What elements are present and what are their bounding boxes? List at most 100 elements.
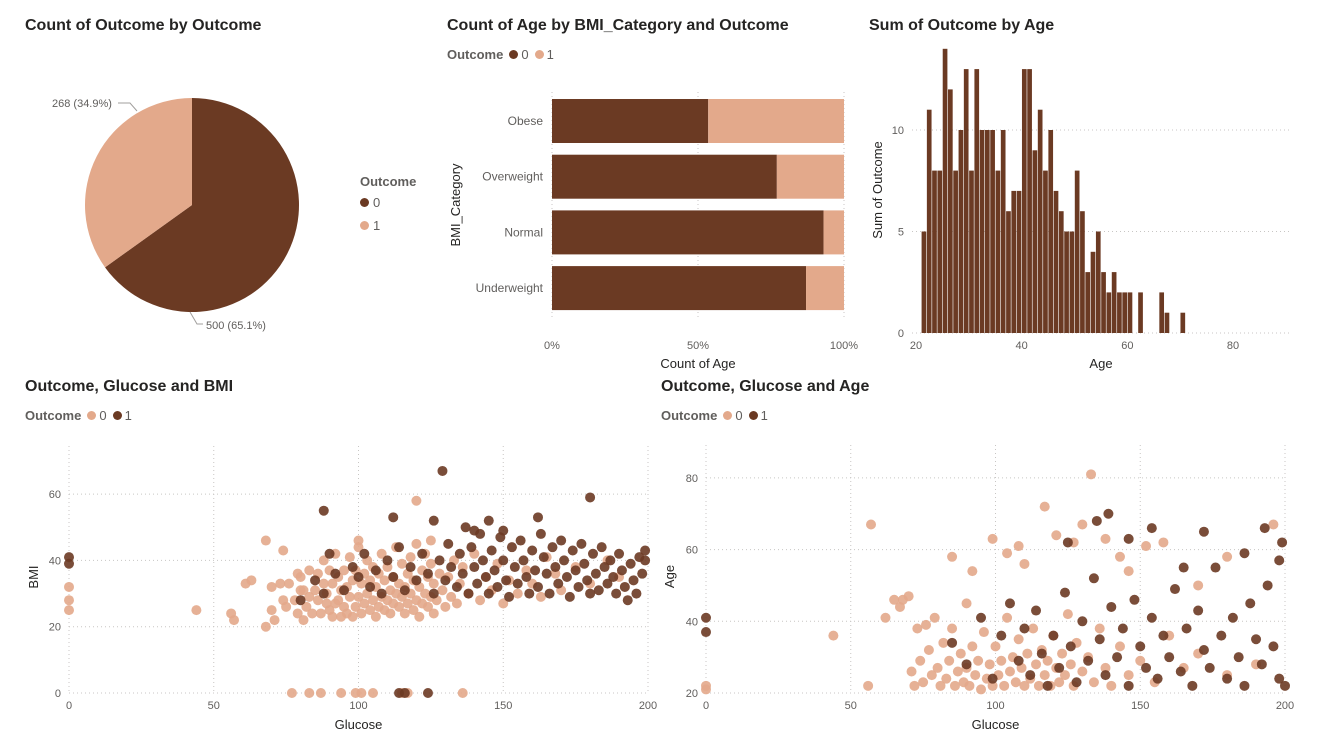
scatter-bmi-point-outcome-0 [356, 688, 367, 698]
scatter-bmi-point-outcome-1 [585, 588, 596, 599]
stacked-legend[interactable]: Outcome 0 1 [447, 47, 560, 62]
scatter-bmi-legend-item-0[interactable]: 0 [87, 408, 107, 423]
scatter-age-point-outcome-1 [1123, 680, 1134, 691]
scatter-age-point-outcome-0 [1004, 666, 1015, 677]
scatter-bmi-x-tick: 200 [639, 700, 657, 712]
stacked-legend-label-0: 0 [521, 47, 529, 62]
scatter-age-legend-item-1[interactable]: 1 [748, 408, 768, 423]
scatter-bmi-point-outcome-1 [561, 572, 572, 582]
scatter-age-point-outcome-0 [912, 623, 923, 634]
scatter-bmi-point-outcome-0 [428, 608, 439, 619]
scatter-bmi-point-outcome-0 [266, 605, 277, 616]
scatter-bmi-point-outcome-0 [260, 621, 271, 632]
scatter-bmi-y-tick: 60 [49, 489, 61, 501]
hist-bar [1180, 312, 1186, 333]
scatter-age-point-outcome-1 [1216, 630, 1227, 641]
scatter-bmi-point-outcome-0 [310, 585, 321, 596]
scatter-age-point-outcome-0 [1123, 670, 1134, 681]
scatter-age-point-outcome-0 [964, 680, 975, 691]
pie-chart[interactable]: 500 (65.1%) 268 (34.9%) [0, 0, 420, 360]
scatter-age-point-outcome-1 [1227, 612, 1238, 623]
scatter-bmi-point-outcome-0 [298, 615, 309, 626]
scatter-bmi-point-outcome-0 [278, 545, 289, 556]
scatter-bmi-title: Outcome, Glucose and BMI [25, 378, 234, 395]
scatter-bmi-point-outcome-0 [434, 568, 445, 579]
hist-bar [953, 170, 958, 333]
hist-bar [1058, 211, 1064, 333]
hist-chart-title: Sum of Outcome by Age [869, 17, 1055, 34]
scatter-age-x-tick: 0 [703, 700, 709, 712]
scatter-bmi-point-outcome-1 [541, 568, 552, 579]
scatter-bmi-legend[interactable]: Outcome 0 1 [25, 408, 138, 423]
scatter-age-point-outcome-0 [1042, 655, 1053, 666]
scatter-bmi-point-outcome-1 [365, 581, 376, 592]
scatter-bmi-point-outcome-1 [602, 578, 613, 589]
scatter-age-point-outcome-0 [1057, 648, 1068, 659]
scatter-bmi-point-outcome-1 [547, 542, 558, 553]
hist-bar [1090, 251, 1096, 333]
scatter-age-point-outcome-0 [915, 655, 926, 666]
scatter-bmi-point-outcome-1 [480, 572, 491, 582]
scatter-age-point-outcome-0 [1135, 655, 1146, 666]
scatter-bmi-point-outcome-1 [339, 585, 350, 596]
scatter-bmi-point-outcome-1 [483, 588, 494, 599]
pie-legend-item-0[interactable]: 0 [360, 195, 416, 210]
stack-category-label: Obese [508, 114, 544, 128]
pie-legend-item-1[interactable]: 1 [360, 218, 416, 233]
hist-bar [1080, 211, 1085, 333]
scatter-age-point-outcome-0 [880, 612, 891, 623]
scatter-bmi-point-outcome-0 [191, 605, 202, 616]
scatter-bmi-point-outcome-1 [498, 525, 509, 536]
scatter-age-title: Outcome, Glucose and Age [661, 378, 870, 395]
scatter-age-point-outcome-1 [1175, 666, 1186, 677]
scatter-bmi-point-outcome-0 [318, 578, 329, 589]
scatter-bmi-point-outcome-1 [405, 562, 416, 573]
stack-bar-underweight-0 [552, 266, 807, 311]
scatter-bmi-point-outcome-0 [295, 572, 306, 582]
scatter-age-point-outcome-0 [701, 680, 711, 691]
scatter-bmi-point-outcome-1 [446, 562, 457, 573]
hist-bar [1000, 130, 1006, 333]
scatter-age-point-outcome-1 [1103, 508, 1114, 519]
scatter-bmi-legend-item-1[interactable]: 1 [112, 408, 132, 423]
scatter-bmi-point-outcome-1 [512, 578, 523, 589]
scatter-bmi-point-outcome-1 [585, 492, 596, 503]
scatter-bmi-point-outcome-0 [396, 558, 407, 569]
scatter-bmi-point-outcome-1 [640, 555, 651, 566]
pie-legend-title: Outcome [360, 174, 417, 189]
pie-legend[interactable]: Outcome 0 1 [360, 174, 416, 241]
scatter-age-point-outcome-1 [1059, 587, 1070, 598]
scatter-bmi-point-outcome-1 [489, 565, 500, 576]
hist-bar [1053, 190, 1059, 333]
scatter-bmi-point-outcome-1 [483, 515, 494, 526]
scatter-age-point-outcome-0 [1013, 634, 1024, 645]
hist-y-tick: 5 [898, 227, 904, 239]
scatter-age-legend[interactable]: Outcome 0 1 [661, 408, 774, 423]
scatter-bmi-x-tick: 100 [349, 700, 367, 712]
scatter-age-point-outcome-1 [1146, 612, 1157, 623]
scatter-bmi-point-outcome-1 [382, 555, 393, 566]
scatter-age-point-outcome-0 [1031, 659, 1042, 670]
stacked-bar-chart[interactable]: 0% 50% 100% Obese Overweight Normal Underweigh… [0, 0, 1322, 380]
stacked-legend-item-0[interactable]: 0 [509, 47, 529, 62]
scatter-bmi-point-outcome-1 [353, 572, 364, 582]
hist-x-tick: 20 [910, 340, 922, 352]
scatter-bmi-point-outcome-0 [457, 688, 468, 698]
scatter-bmi-point-outcome-1 [347, 562, 358, 573]
scatter-age-point-outcome-1 [1146, 523, 1157, 534]
scatter-age-legend-item-0[interactable]: 0 [723, 408, 743, 423]
scatter-age-point-outcome-1 [947, 637, 958, 648]
stacked-legend-item-1[interactable]: 1 [534, 47, 554, 62]
scatter-age-point-outcome-1 [961, 659, 972, 670]
scatter-bmi-point-outcome-0 [408, 605, 419, 616]
scatter-bmi-x-tick: 150 [494, 700, 512, 712]
scatter-age-point-outcome-0 [1088, 677, 1099, 688]
scatter-age-point-outcome-0 [1114, 551, 1125, 562]
hist-bar [1069, 231, 1075, 333]
scatter-bmi-point-outcome-1 [486, 545, 497, 556]
hist-bar [984, 130, 990, 333]
scatter-age-point-outcome-0 [999, 680, 1010, 691]
